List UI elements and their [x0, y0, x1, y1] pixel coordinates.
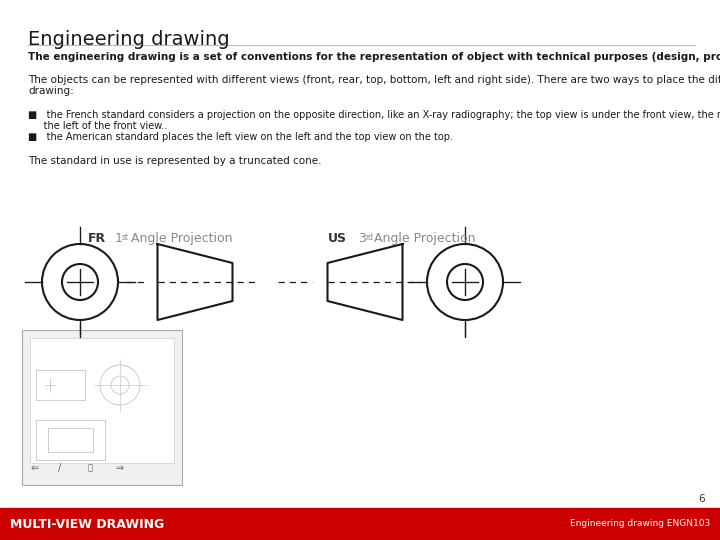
Text: ⎕: ⎕	[88, 463, 92, 472]
Text: The engineering drawing is a set of conventions for the representation of object: The engineering drawing is a set of conv…	[28, 52, 720, 62]
Text: FR: FR	[88, 232, 106, 245]
FancyBboxPatch shape	[30, 338, 174, 463]
Text: The standard in use is represented by a truncated cone.: The standard in use is represented by a …	[28, 156, 322, 165]
Text: Engineering drawing ENGN103: Engineering drawing ENGN103	[570, 519, 710, 529]
Text: 6: 6	[698, 494, 705, 504]
Text: ⇒: ⇒	[116, 463, 124, 473]
Text: The objects can be represented with different views (front, rear, top, bottom, l: The objects can be represented with diff…	[28, 75, 720, 85]
Text: rd: rd	[365, 233, 373, 242]
Text: Angle Projection: Angle Projection	[127, 232, 233, 245]
Text: ⇐: ⇐	[31, 463, 39, 473]
Text: st: st	[122, 233, 129, 242]
Bar	[0, 508, 720, 540]
Text: 3: 3	[358, 232, 366, 245]
FancyBboxPatch shape	[22, 330, 182, 485]
Text: MULTI-VIEW DRAWING: MULTI-VIEW DRAWING	[10, 517, 164, 530]
Text: Engineering drawing: Engineering drawing	[28, 30, 230, 49]
Text: US: US	[328, 232, 347, 245]
Text: Angle Projection: Angle Projection	[370, 232, 475, 245]
Text: 1: 1	[115, 232, 123, 245]
Text: /: /	[58, 463, 62, 473]
Text: ■   the French standard considers a projection on the opposite direction, like a: ■ the French standard considers a projec…	[28, 110, 720, 119]
Text: drawing:: drawing:	[28, 86, 73, 97]
Text: ■   the American standard places the left view on the left and the top view on t: ■ the American standard places the left …	[28, 132, 453, 143]
Text: the left of the front view..: the left of the front view..	[28, 121, 167, 131]
